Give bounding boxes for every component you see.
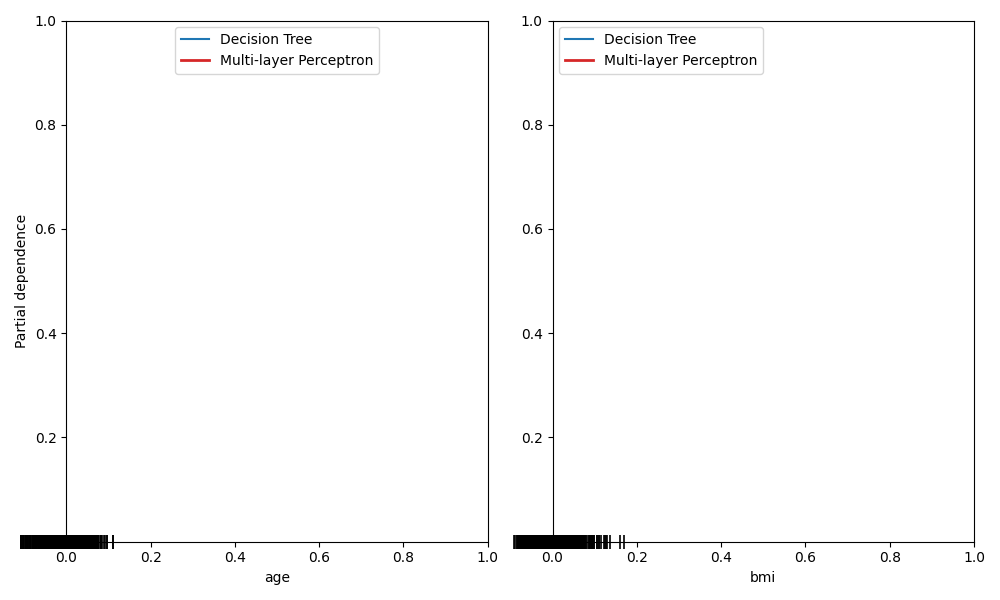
Legend: Decision Tree, Multi-layer Perceptron: Decision Tree, Multi-layer Perceptron: [559, 28, 763, 74]
X-axis label: age: age: [264, 571, 290, 585]
X-axis label: bmi: bmi: [750, 571, 776, 585]
Y-axis label: Partial dependence: Partial dependence: [15, 214, 29, 348]
Legend: Decision Tree, Multi-layer Perceptron: Decision Tree, Multi-layer Perceptron: [175, 28, 379, 74]
